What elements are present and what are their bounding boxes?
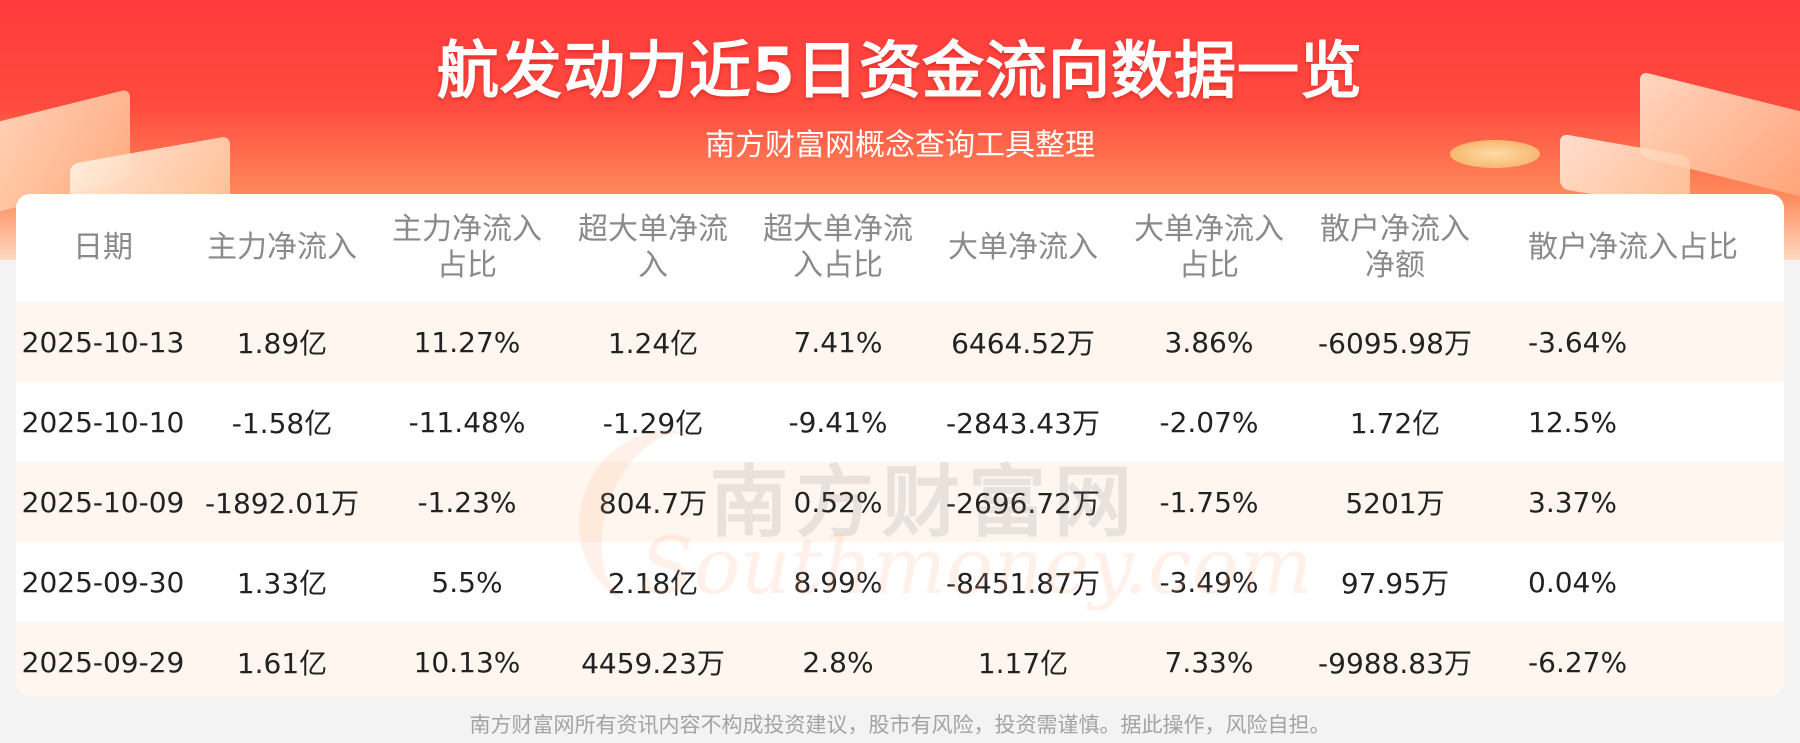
table-cell: 1.61亿: [190, 622, 374, 696]
table-row: 2025-10-09 -1892.01万 -1.23% 804.7万 0.52%…: [16, 462, 1784, 542]
column-header: 大单净流入占比: [1134, 212, 1284, 283]
column-header: 散户净流入占比: [1528, 230, 1738, 265]
fund-flow-table: 日期 主力净流入 主力净流入占比 超大单净流入 超大单净流入占比 大单净流入 大…: [16, 194, 1784, 696]
data-table-card: 日期 主力净流入 主力净流入占比 超大单净流入 超大单净流入占比 大单净流入 大…: [16, 194, 1784, 696]
table-cell: -6095.98万: [1302, 302, 1488, 382]
table-row: 2025-09-30 1.33亿 5.5% 2.18亿 8.99% -8451.…: [16, 542, 1784, 622]
table-cell: -1.58亿: [231, 407, 333, 440]
table-cell: -9988.83万: [1302, 622, 1488, 696]
table-cell: 0.52%: [746, 462, 930, 542]
table-cell: -6.27%: [1488, 622, 1784, 696]
table-cell: -8451.87万: [946, 567, 1100, 600]
table-cell: 5201万: [1302, 462, 1488, 542]
column-header: 大单净流入: [948, 230, 1098, 265]
table-cell: 1.33亿: [236, 567, 328, 600]
table-cell: 12.5%: [1528, 405, 1617, 439]
table-cell: 2025-10-10: [21, 405, 185, 439]
table-cell: 97.95万: [1340, 567, 1450, 600]
table-cell: 11.27%: [374, 302, 560, 382]
table-header-row: 日期 主力净流入 主力净流入占比 超大单净流入 超大单净流入占比 大单净流入 大…: [16, 194, 1784, 302]
table-cell: 2025-10-13: [16, 302, 190, 382]
page-subtitle: 南方财富网概念查询工具整理: [705, 128, 1095, 163]
column-header: 超大单净流入: [578, 212, 728, 283]
table-cell: -3.49%: [1159, 565, 1259, 599]
table-cell: 8.99%: [793, 565, 883, 599]
table-cell: 2025-09-29: [16, 622, 190, 696]
table-cell: -2.07%: [1159, 405, 1259, 439]
table-cell: 3.37%: [1488, 462, 1784, 542]
table-cell: 2.8%: [746, 622, 930, 696]
page-title: 航发动力近5日资金流向数据一览: [436, 34, 1364, 107]
column-header: 主力净流入: [207, 230, 357, 265]
table-cell: 2025-10-09: [16, 462, 190, 542]
decorative-coin: [1450, 140, 1540, 168]
column-header: 主力净流入占比: [392, 212, 542, 283]
table-row: 2025-10-13 1.89亿 11.27% 1.24亿 7.41% 6464…: [16, 302, 1784, 382]
table-cell: -2696.72万: [930, 462, 1116, 542]
table-cell: 804.7万: [560, 462, 746, 542]
table-cell: -1.23%: [374, 462, 560, 542]
table-cell: 1.24亿: [560, 302, 746, 382]
table-cell: 0.04%: [1528, 565, 1617, 599]
table-cell: -11.48%: [408, 405, 526, 439]
table-cell: -1.75%: [1116, 462, 1302, 542]
column-header: 日期: [73, 230, 133, 265]
column-header: 超大单净流入占比: [763, 212, 913, 283]
table-cell: 2.18亿: [607, 567, 699, 600]
column-header: 散户净流入净额: [1320, 212, 1470, 283]
table-cell: 1.72亿: [1349, 407, 1441, 440]
table-cell: 7.41%: [746, 302, 930, 382]
table-cell: -1892.01万: [190, 462, 374, 542]
table-cell: -2843.43万: [946, 407, 1100, 440]
table-cell: 7.33%: [1116, 622, 1302, 696]
table-row: 2025-10-10 -1.58亿 -11.48% -1.29亿 -9.41% …: [16, 382, 1784, 462]
footer-disclaimer: 南方财富网所有资讯内容不构成投资建议，股市有风险，投资需谨慎。据此操作，风险自担…: [469, 713, 1331, 737]
table-row: 2025-09-29 1.61亿 10.13% 4459.23万 2.8% 1.…: [16, 622, 1784, 696]
table-cell: 2025-09-30: [21, 565, 185, 599]
table-cell: -9.41%: [788, 405, 888, 439]
table-cell: 1.17亿: [930, 622, 1116, 696]
table-cell: 4459.23万: [560, 622, 746, 696]
table-cell: 10.13%: [374, 622, 560, 696]
table-cell: -3.64%: [1488, 302, 1784, 382]
table-cell: 3.86%: [1116, 302, 1302, 382]
table-cell: 1.89亿: [190, 302, 374, 382]
table-cell: 5.5%: [431, 565, 503, 599]
table-cell: 6464.52万: [930, 302, 1116, 382]
table-cell: -1.29亿: [602, 407, 704, 440]
